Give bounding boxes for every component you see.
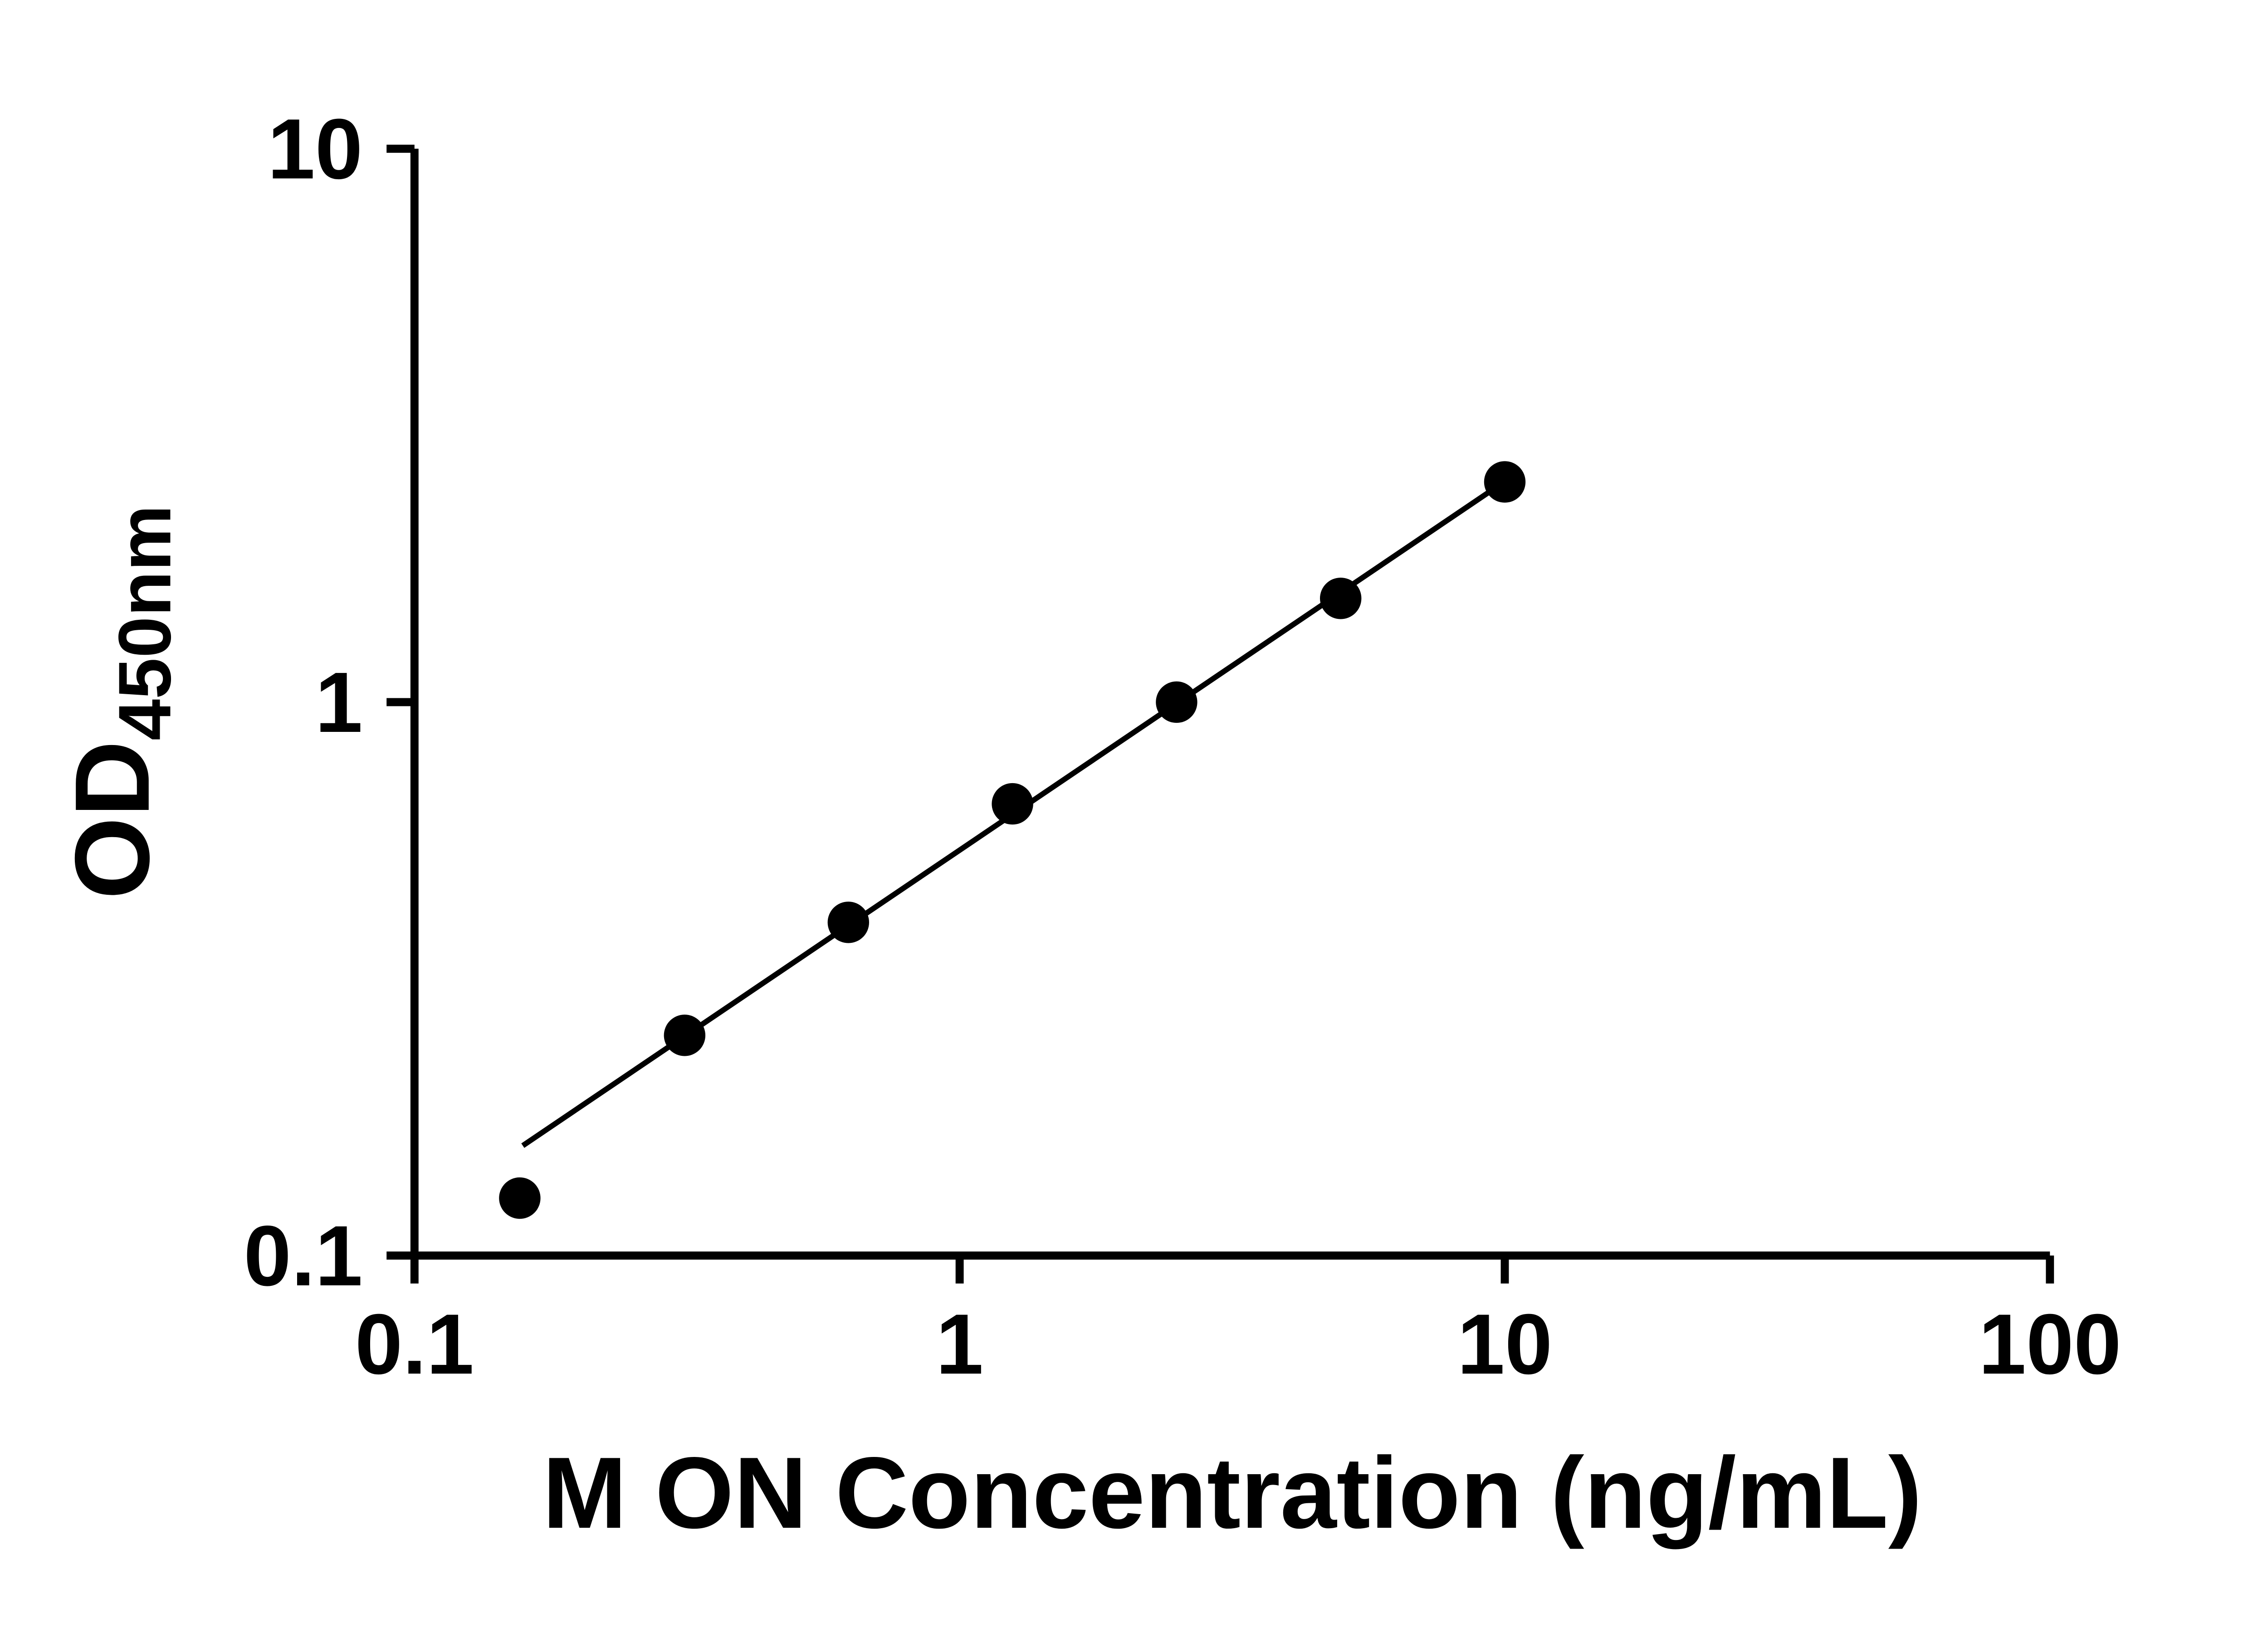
y-axis-title-group: OD450nm: [54, 505, 186, 899]
axis-lines: [410, 148, 2050, 1260]
y-tick-label: 10: [268, 101, 363, 196]
y-axis-title-subscript: 450nm: [103, 505, 186, 740]
data-point: [499, 1177, 541, 1219]
y-tick-label: 0.1: [244, 1208, 362, 1304]
data-point: [1156, 681, 1198, 723]
data-point: [664, 1015, 706, 1056]
x-tick-label: 0.1: [355, 1296, 474, 1392]
x-tick-label: 1: [936, 1296, 983, 1392]
y-axis-title-main: OD: [54, 740, 171, 899]
data-point: [992, 783, 1033, 825]
x-tick-label: 10: [1457, 1296, 1552, 1392]
data-point: [1320, 578, 1362, 619]
y-axis-title: OD450nm: [54, 505, 186, 899]
y-tick-label: 1: [315, 654, 363, 750]
data-point: [827, 902, 869, 943]
x-tick-label: 100: [1979, 1296, 2121, 1392]
data-point: [1484, 461, 1526, 503]
x-axis-title: M ON Concentration (ng/mL): [543, 1437, 1922, 1550]
